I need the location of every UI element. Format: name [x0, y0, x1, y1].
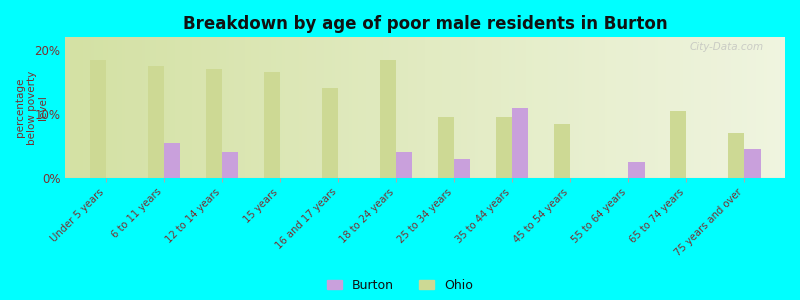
- Bar: [90, 60, 106, 178]
- Legend: Burton, Ohio: Burton, Ohio: [322, 274, 478, 297]
- Bar: [554, 124, 570, 178]
- Bar: [454, 159, 470, 178]
- Bar: [264, 73, 280, 178]
- Bar: [728, 133, 744, 178]
- Bar: [496, 117, 512, 178]
- Bar: [322, 88, 338, 178]
- Bar: [380, 60, 396, 178]
- Bar: [222, 152, 238, 178]
- Bar: [396, 152, 412, 178]
- Bar: [148, 66, 164, 178]
- Bar: [670, 111, 686, 178]
- Text: City-Data.com: City-Data.com: [690, 41, 763, 52]
- Y-axis label: percentage
below poverty
level: percentage below poverty level: [15, 70, 48, 145]
- Title: Breakdown by age of poor male residents in Burton: Breakdown by age of poor male residents …: [183, 15, 667, 33]
- Bar: [164, 143, 180, 178]
- Bar: [438, 117, 454, 178]
- Bar: [512, 108, 529, 178]
- Bar: [206, 69, 222, 178]
- Bar: [628, 162, 645, 178]
- Bar: [744, 149, 761, 178]
